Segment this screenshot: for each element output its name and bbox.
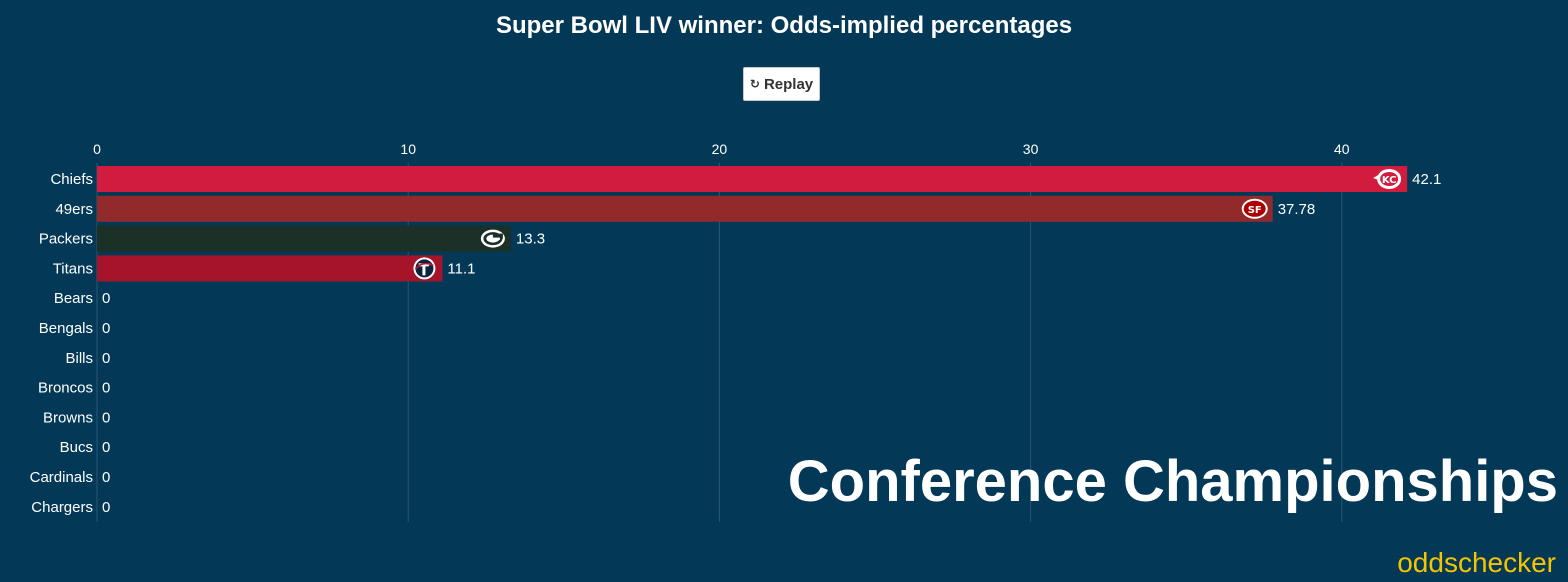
value-label: 37.78 (1278, 201, 1316, 218)
brand-logo: oddschecker (1397, 547, 1556, 578)
bar (97, 225, 511, 252)
value-label: 0 (102, 469, 110, 486)
value-label: 0 (102, 320, 110, 337)
x-tick-label: 0 (93, 141, 101, 157)
stage-label: Conference Championships (787, 449, 1558, 514)
category-label: Chargers (31, 499, 93, 516)
category-label: Chiefs (50, 171, 93, 188)
value-label: 0 (102, 439, 110, 456)
bar (97, 255, 443, 282)
svg-text:KC: KC (1382, 175, 1397, 186)
x-tick-label: 10 (400, 141, 416, 157)
x-tick-label: 30 (1023, 141, 1039, 157)
x-axis-ticks: 0 10 20 30 40 (93, 141, 1350, 157)
titans-logo-icon (413, 257, 436, 280)
category-label: Packers (39, 231, 93, 248)
x-tick-label: 40 (1334, 141, 1350, 157)
value-label: 11.1 (447, 260, 475, 277)
value-label: 0 (102, 380, 110, 397)
x-tick-label: 20 (712, 141, 728, 157)
category-label: Bengals (39, 320, 93, 337)
replay-button[interactable]: ↻ Replay (743, 67, 820, 101)
bar (97, 166, 1408, 192)
packers-logo-icon (480, 229, 505, 248)
chiefs-logo-icon: KC (1373, 169, 1402, 189)
category-label: Bears (54, 290, 93, 307)
value-label: 42.1 (1412, 171, 1441, 188)
category-label: Browns (43, 409, 93, 426)
svg-text:SF: SF (1248, 205, 1262, 216)
category-label: Bills (65, 350, 93, 367)
grid-lines (96, 163, 1343, 522)
category-label: 49ers (55, 201, 93, 218)
category-label: Titans (53, 260, 93, 277)
value-label: 0 (102, 499, 110, 516)
bar (97, 195, 1273, 222)
value-label: 13.3 (516, 231, 545, 248)
49ers-logo-icon: SF (1241, 198, 1268, 219)
replay-label: Replay (763, 75, 814, 93)
category-label: Cardinals (30, 469, 93, 486)
value-label: 0 (102, 350, 110, 367)
category-label: Bucs (60, 439, 93, 456)
value-label: 0 (102, 290, 110, 307)
value-label: 0 (102, 409, 110, 426)
bars: KC SF (97, 166, 1408, 282)
chart-title: Super Bowl LIV winner: Odds-implied perc… (495, 12, 1073, 39)
replay-icon: ↻ (749, 77, 760, 91)
category-label: Broncos (38, 380, 93, 397)
category-labels: Chiefs 42.1 49ers 37.78 Packers 13.3 Titans 11.… (30, 171, 1442, 516)
